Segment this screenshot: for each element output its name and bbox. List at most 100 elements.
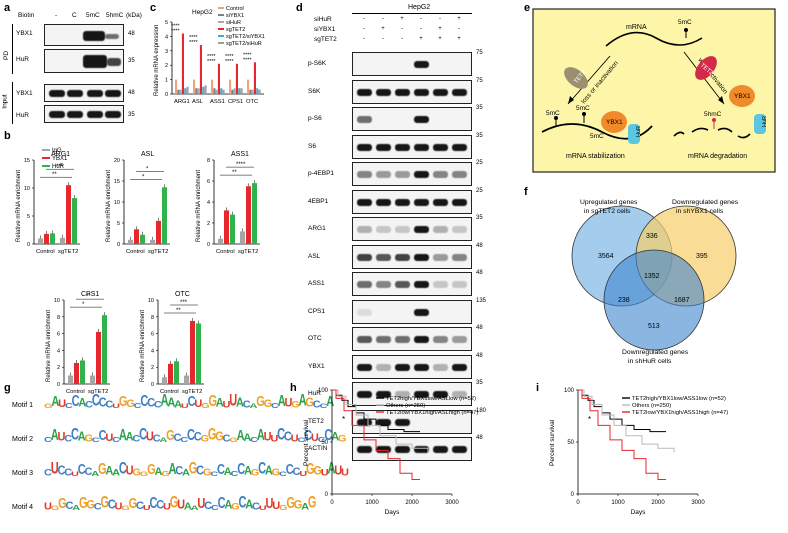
blot-band (452, 226, 467, 233)
blot-band (414, 308, 429, 316)
ybx1-label: YBX1 (606, 119, 623, 126)
tick-label: 2 (165, 63, 168, 69)
blot-label: 4EBP1 (308, 197, 329, 205)
x-category: sgTET2 (238, 249, 258, 255)
legend-label: IgG (52, 148, 62, 154)
bar (193, 79, 196, 94)
venn-count: 1352 (644, 273, 660, 280)
blot-band (357, 308, 372, 316)
bar (215, 89, 218, 94)
legend-label: sgTET2/siHuR (226, 41, 262, 47)
y-axis-label: Percent survival (549, 419, 556, 466)
blot-label: p-4EBP1 (308, 170, 335, 177)
significance: * (342, 415, 345, 424)
bar (238, 88, 241, 94)
tick-label: 0 (57, 382, 60, 388)
stabilization-label: mRNA stabilization (566, 153, 625, 160)
tick-label: 100 (318, 388, 329, 394)
blot-label: ASL (308, 252, 321, 260)
bar (202, 86, 205, 94)
survival-curve (578, 389, 666, 433)
legend-label: HuR (52, 164, 65, 170)
bar (74, 363, 79, 384)
tick-label: 6 (151, 332, 154, 338)
bar (231, 89, 234, 94)
lane-label: C (72, 12, 77, 19)
blot-band (357, 226, 372, 233)
mw-label: 35 (128, 112, 135, 118)
group-pd: PD (3, 50, 11, 61)
chart-title: HepG2 (192, 9, 213, 16)
blot-band (433, 171, 448, 178)
mw-label: 48 (476, 435, 483, 441)
bar (240, 231, 245, 244)
bar (235, 63, 238, 94)
x-category: Control (36, 249, 55, 255)
venn-count: 1687 (674, 297, 690, 304)
significance: **** (225, 54, 234, 60)
venn-label-c1: Downregulated genes (622, 349, 689, 356)
blot-band (433, 446, 448, 453)
motif-logo: CAUCCAGCCUCAACCUCAGCCCCGGGCGAACAUUCCUCCU… (44, 426, 347, 444)
blot-label: S6K (308, 87, 321, 95)
blot-band (395, 418, 410, 426)
significance: * (142, 174, 145, 180)
blot-band (452, 88, 467, 96)
x-category: ASS1 (210, 99, 225, 105)
mw-label: 35 (476, 380, 483, 386)
hur-label: HuR (636, 126, 642, 137)
tick-label: 50 (321, 440, 328, 446)
survival-curve (578, 389, 675, 453)
panel-e-diagram: mRNA 5mC loss or inactivation wt or acti… (532, 8, 776, 173)
panel-d-title: HepG2 (408, 4, 431, 11)
legend-label: siHuR (226, 20, 241, 26)
bar (184, 88, 187, 94)
blot-band (414, 88, 429, 96)
panel-c-chart: HepG2 0 1 2 3 4 5 Relative mRNA expression ARG1 *… (154, 6, 265, 105)
blot-strip (352, 382, 472, 406)
survival-curve (332, 389, 420, 480)
blot-band (395, 143, 410, 151)
bar (224, 210, 229, 244)
blot-band (376, 281, 391, 288)
significance: **** (243, 52, 252, 58)
tick-label: 0 (27, 242, 30, 248)
blot-band (433, 391, 448, 398)
significance: **** (207, 54, 216, 60)
tick-label: 15 (114, 179, 120, 185)
blot-strip (352, 162, 472, 186)
treatment-mark: + (400, 16, 404, 22)
mw-label: 35 (476, 215, 483, 221)
blot-band (414, 198, 429, 206)
blot-band (376, 88, 391, 96)
bar (150, 239, 155, 244)
blot-band (395, 171, 410, 178)
blot-band (414, 363, 429, 371)
motif-logo: UGGCAGGCGCUGGCUCCUGUAAUCCCAGCACUUUGGGAG (44, 494, 316, 512)
tick-label: 10 (114, 200, 120, 206)
blot-strip (352, 244, 472, 269)
bar (197, 88, 200, 94)
blot-band (414, 336, 429, 343)
mw-label: 35 (128, 58, 135, 64)
x-category: OTC (246, 99, 258, 105)
bar (229, 79, 232, 94)
blot-band (376, 336, 391, 343)
tick-label: 0 (207, 242, 210, 248)
tick-label: 2 (151, 365, 154, 371)
panel-letter-g: g (4, 382, 11, 394)
survival-curve (578, 389, 666, 480)
blot-band (414, 253, 429, 261)
treatment-mark: + (438, 36, 442, 42)
bar (256, 88, 259, 94)
blot-band (376, 363, 391, 371)
bar (90, 375, 95, 384)
tick-label: 10 (54, 298, 60, 304)
x-category: ARG1 (174, 99, 190, 105)
bar (196, 323, 201, 384)
blot-band (357, 116, 372, 123)
kda-label: (kDa) (126, 12, 142, 19)
bar (66, 185, 71, 244)
